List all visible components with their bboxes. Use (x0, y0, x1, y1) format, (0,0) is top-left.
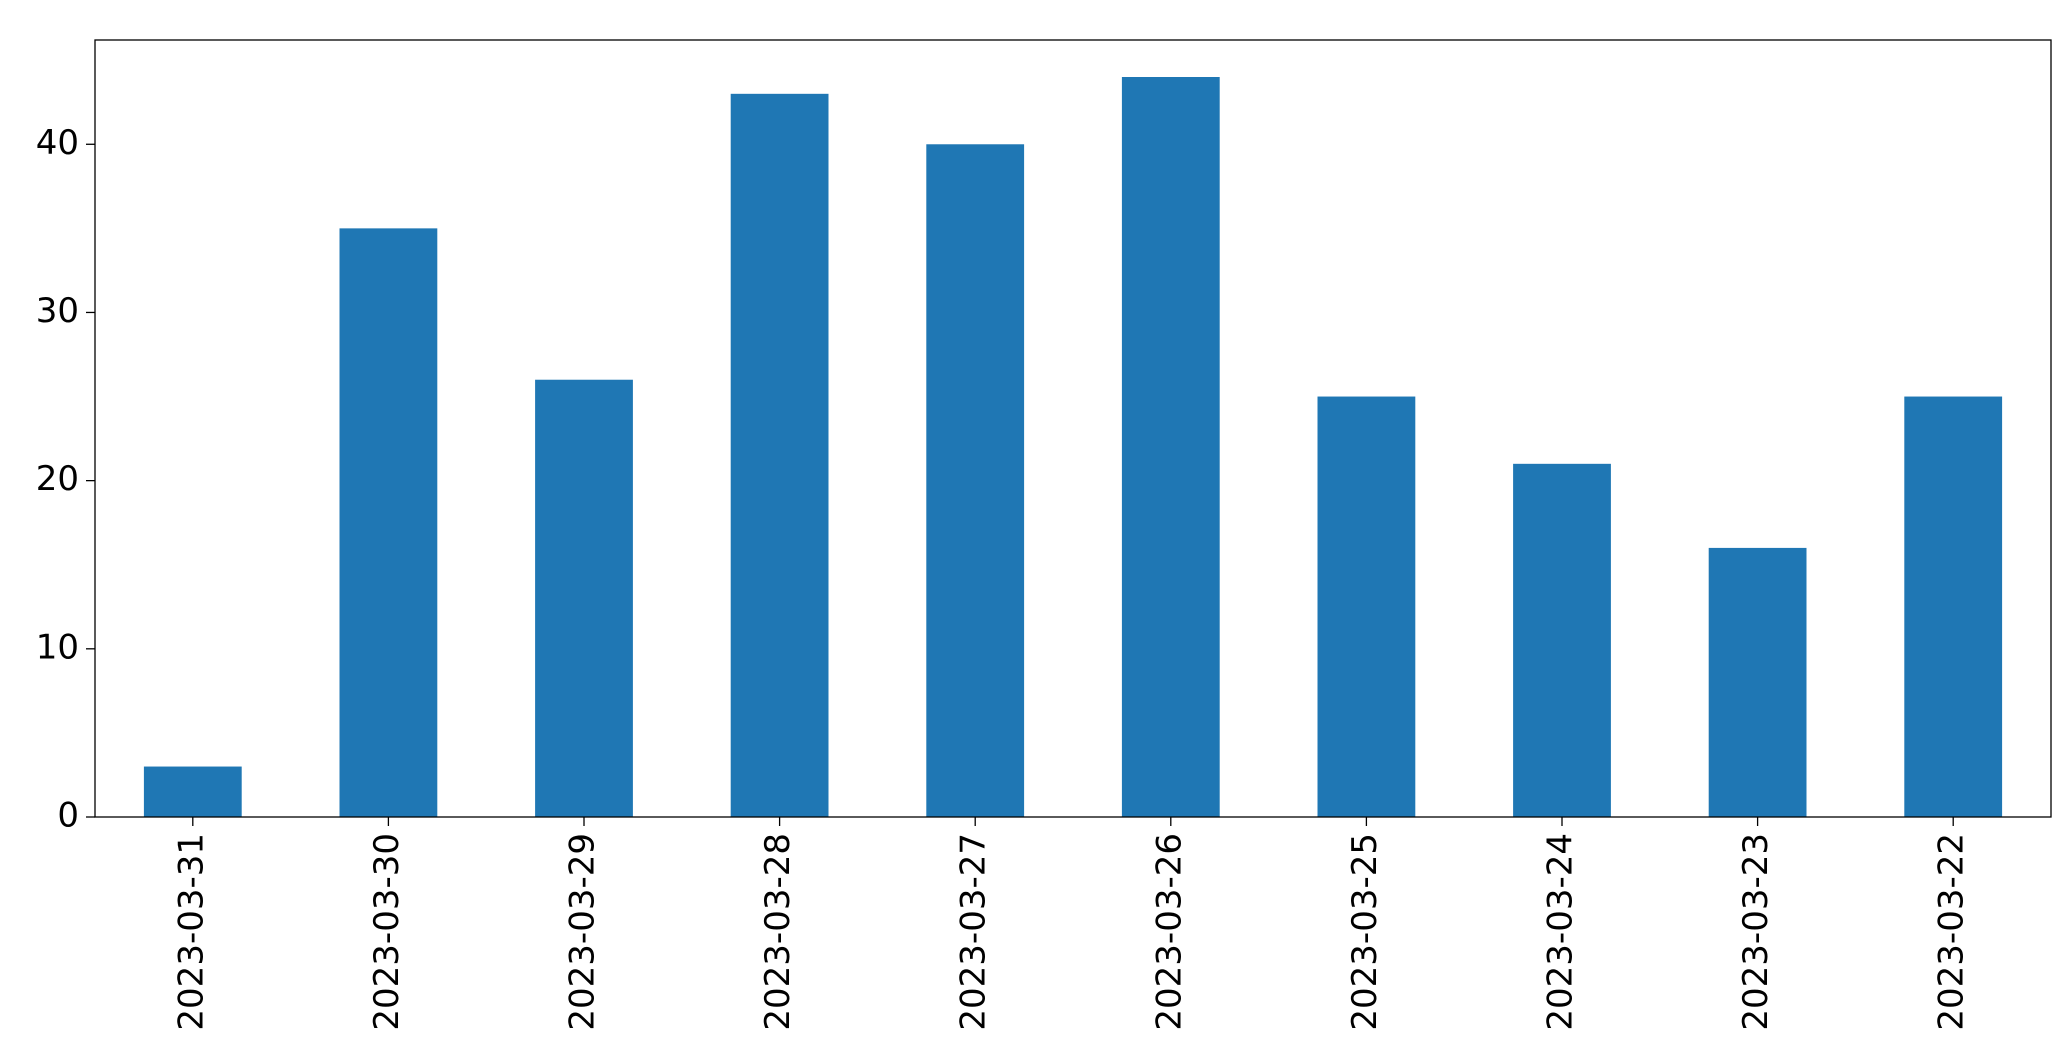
plot-frame (94, 39, 2052, 818)
bar (926, 144, 1025, 818)
x-tick-label: 2023-03-26 (1149, 833, 1189, 1031)
y-tick-label: 20 (36, 459, 79, 499)
bar (1317, 396, 1416, 817)
bar (535, 379, 633, 817)
x-tick-label: 2023-03-25 (1345, 833, 1385, 1031)
bar (1121, 77, 1220, 817)
x-tick-label: 2023-03-30 (367, 833, 407, 1031)
x-tick-label: 2023-03-29 (563, 833, 603, 1031)
x-tick-label: 2023-03-28 (758, 833, 798, 1031)
bar (1904, 396, 2003, 817)
x-tick-label: 2023-03-27 (954, 833, 994, 1031)
y-tick-label: 40 (36, 123, 79, 163)
bar (730, 93, 829, 818)
x-tick-label: 2023-03-31 (171, 833, 211, 1031)
bar (1513, 463, 1611, 817)
x-tick-label: 2023-03-23 (1736, 833, 1776, 1031)
x-tick-label: 2023-03-24 (1541, 833, 1581, 1031)
bar (143, 766, 242, 817)
x-tick-label: 2023-03-22 (1932, 833, 1972, 1031)
bar (339, 228, 438, 817)
y-tick-label: 30 (36, 291, 79, 331)
y-tick-label: 10 (36, 627, 79, 667)
bar (1708, 547, 1807, 817)
y-tick-label: 0 (57, 796, 79, 836)
